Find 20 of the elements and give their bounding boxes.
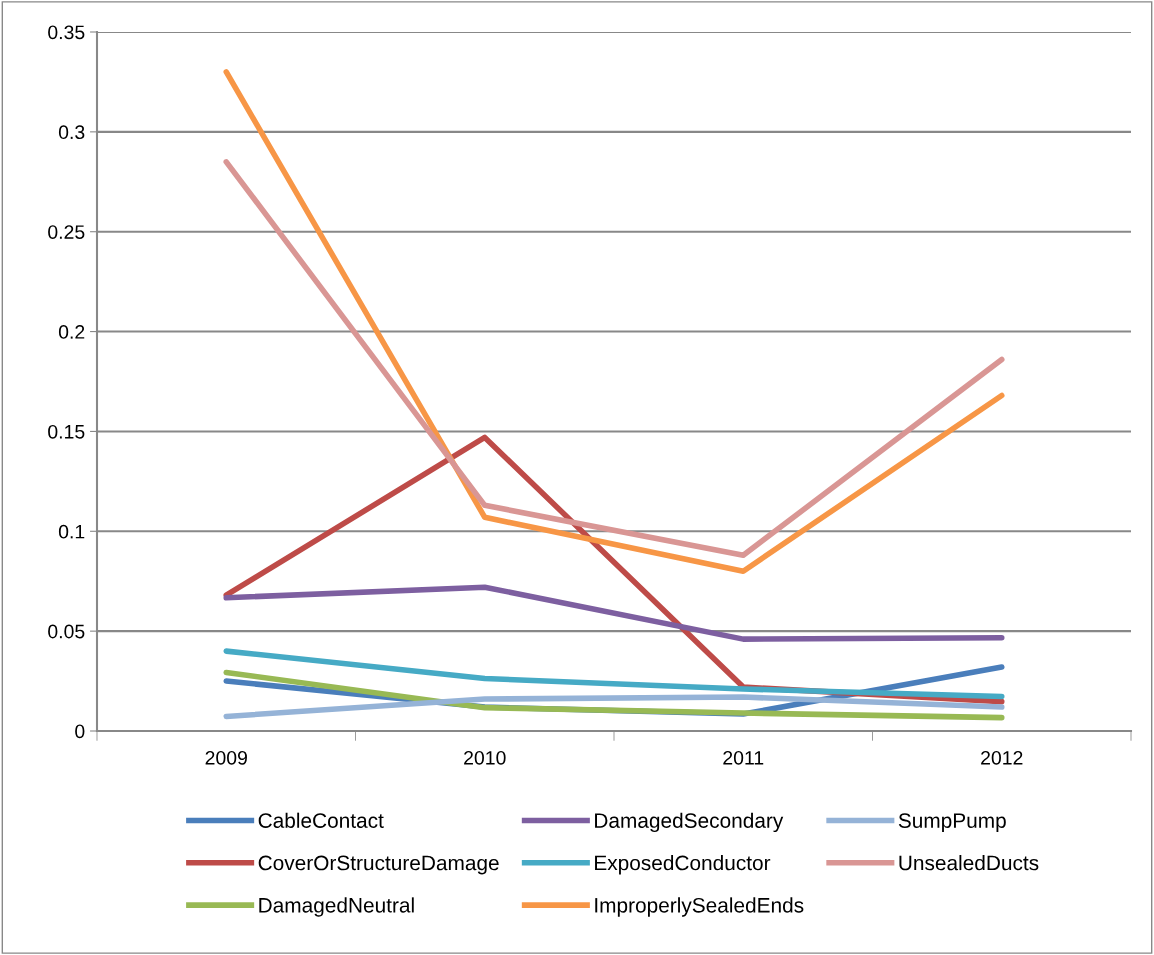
x-tick-label: 2011	[723, 750, 764, 765]
y-tick-label: 0.3	[58, 125, 85, 140]
legend-label: UnsealedDucts	[899, 855, 1039, 871]
legend-label: DamagedSecondary	[595, 812, 784, 833]
y-tick-label: 0	[75, 724, 85, 739]
y-tick-label: 0.1	[58, 524, 85, 539]
y-tick-label: 0.25	[48, 225, 85, 239]
y-tick-label: 0.05	[48, 624, 85, 639]
y-tick-label: 0.35	[48, 25, 85, 40]
x-tick-label: 2010	[464, 750, 506, 765]
x-tick-label: 2012	[981, 750, 1023, 765]
legend-label: DamagedNeutral	[259, 897, 414, 917]
legend-label: CableContact	[258, 812, 384, 828]
y-tick-label: 0.15	[48, 424, 85, 439]
y-tick-label: 0.2	[58, 325, 85, 339]
legend-label: ExposedConductor	[595, 855, 771, 875]
x-tick-label: 2009	[205, 750, 247, 765]
legend-label: ImproperlySealedEnds	[595, 897, 804, 917]
legend-label: CoverOrStructureDamage	[258, 855, 499, 875]
legend-label: SumpPump	[898, 813, 1006, 833]
